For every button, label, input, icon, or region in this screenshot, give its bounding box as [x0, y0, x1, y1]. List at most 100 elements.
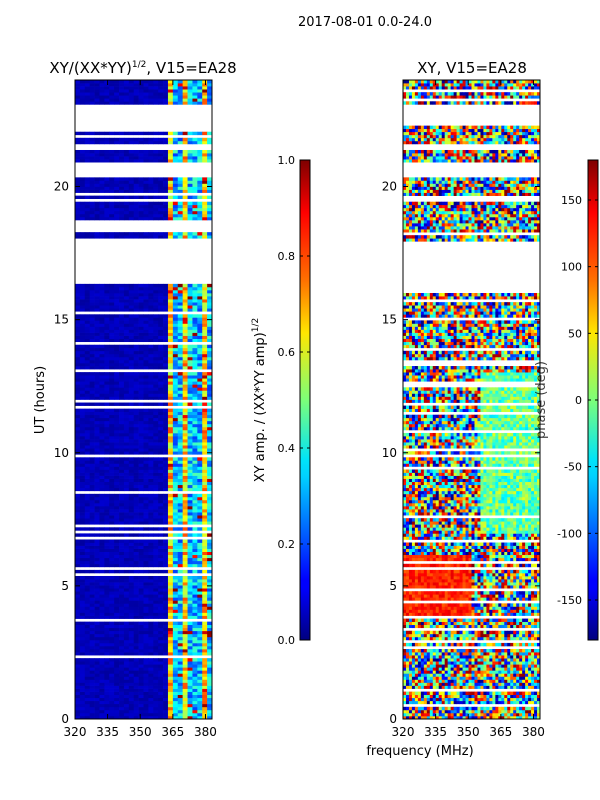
heatmap-cell: [534, 682, 538, 686]
heatmap-cell: [99, 448, 105, 452]
heatmap-cell: [197, 563, 203, 568]
heatmap-cell: [177, 235, 183, 239]
heatmap-cell: [114, 408, 120, 413]
heatmap-cell: [104, 569, 110, 574]
heatmap-cell: [192, 606, 198, 610]
heatmap-cell: [177, 451, 183, 455]
heatmap-cell: [114, 493, 120, 498]
heatmap-cell: [104, 588, 110, 592]
heatmap-cell: [192, 594, 198, 598]
heatmap-cell: [75, 423, 81, 428]
heatmap-cell: [167, 308, 174, 312]
heatmap-cell: [163, 706, 169, 711]
heatmap-cell: [133, 323, 139, 327]
heatmap-cell: [172, 159, 179, 163]
heatmap-cell: [123, 283, 130, 288]
heatmap-cell: [138, 506, 144, 510]
heatmap-cell: [104, 86, 110, 90]
heatmap-cell: [182, 366, 188, 370]
heatmap-cell: [167, 487, 174, 492]
heatmap-cell: [177, 186, 183, 190]
heatmap-cell: [79, 293, 86, 297]
heatmap-cell: [104, 481, 110, 486]
heatmap-cell: [89, 393, 95, 397]
heatmap-cell: [148, 676, 154, 680]
heatmap-cell: [109, 417, 115, 422]
heatmap-cell: [128, 189, 135, 193]
heatmap-cell: [75, 445, 81, 449]
heatmap-cell: [148, 439, 154, 443]
heatmap-cell: [128, 296, 135, 300]
heatmap-cell: [99, 338, 105, 343]
heatmap-cell: [79, 95, 86, 99]
heatmap-cell: [435, 691, 440, 695]
heatmap-cell: [79, 512, 86, 516]
heatmap-cell: [167, 329, 174, 333]
heatmap-cell: [114, 548, 120, 552]
heatmap-cell: [504, 715, 508, 720]
heatmap-cell: [153, 213, 159, 218]
heatmap-cell: [167, 366, 174, 370]
heatmap-cell: [441, 685, 446, 689]
heatmap-cell: [114, 700, 120, 705]
amplitude-panel-title: XY/(XX*YY)1/2, V15=EA28: [49, 59, 236, 77]
heatmap-cell: [462, 709, 466, 714]
heatmap-cell: [163, 320, 169, 324]
heatmap-cell: [207, 201, 213, 206]
heatmap-cell: [123, 177, 130, 181]
heatmap-cell: [133, 366, 139, 370]
heatmap-cell: [114, 320, 120, 324]
heatmap-cell: [84, 92, 91, 96]
heatmap-cell: [138, 445, 144, 449]
heatmap-cell: [158, 518, 164, 522]
heatmap-cell: [192, 557, 198, 562]
heatmap-cell: [104, 515, 110, 519]
heatmap-cell: [182, 597, 188, 601]
heatmap-cell: [202, 140, 208, 145]
heatmap-cell: [104, 305, 110, 309]
heatmap-cell: [182, 429, 188, 434]
heatmap-cell: [207, 326, 213, 330]
heatmap-cell: [75, 539, 81, 543]
y-tick-label: 15: [54, 313, 69, 327]
heatmap-cell: [192, 213, 198, 218]
heatmap-cell: [202, 286, 208, 291]
heatmap-cell: [133, 375, 139, 379]
heatmap-cell: [207, 502, 213, 507]
heatmap-cell: [163, 186, 169, 190]
heatmap-cell: [99, 89, 105, 93]
heatmap-cell: [492, 694, 496, 699]
heatmap-cell: [143, 95, 149, 99]
heatmap-cell: [143, 709, 149, 714]
heatmap-cell: [153, 658, 159, 662]
heatmap-cell: [172, 703, 179, 708]
heatmap-cell: [471, 697, 475, 702]
heatmap-cell: [187, 83, 193, 87]
heatmap-cell: [79, 378, 86, 382]
heatmap-cell: [432, 706, 437, 711]
heatmap-cell: [119, 712, 125, 717]
heatmap-cell: [177, 283, 183, 288]
heatmap-cell: [75, 414, 81, 419]
heatmap-cell: [187, 439, 193, 443]
heatmap-cell: [480, 697, 484, 702]
heatmap-cell: [153, 390, 159, 394]
heatmap-cell: [133, 149, 139, 154]
heatmap-cell: [128, 715, 135, 720]
heatmap-cell: [79, 575, 86, 580]
heatmap-cell: [84, 378, 91, 382]
heatmap-cell: [94, 195, 100, 200]
heatmap-cell: [79, 195, 86, 200]
heatmap-cell: [109, 685, 115, 689]
heatmap-cell: [84, 195, 91, 200]
heatmap-cell: [79, 548, 86, 552]
heatmap-cell: [153, 384, 159, 388]
heatmap-cell: [89, 630, 95, 635]
heatmap-cell: [158, 703, 164, 708]
heatmap-cell: [414, 679, 419, 683]
heatmap-cell: [99, 512, 105, 516]
heatmap-cell: [187, 159, 193, 163]
heatmap-cell: [89, 423, 95, 428]
heatmap-cell: [537, 697, 541, 702]
heatmap-cell: [167, 533, 174, 537]
